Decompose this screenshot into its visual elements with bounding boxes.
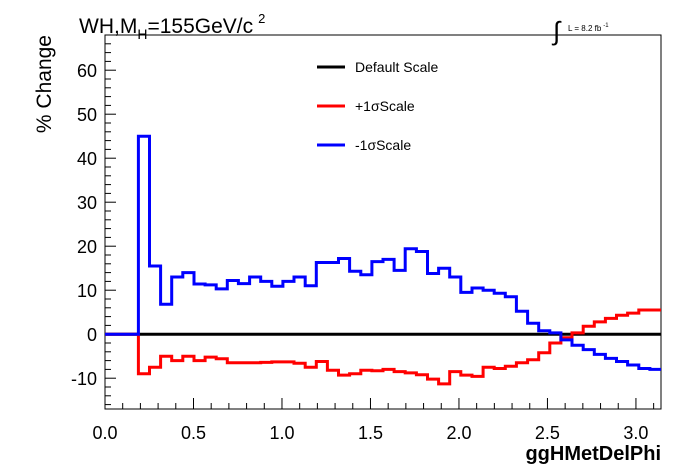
legend-label-minus1sigma: -1σScale	[355, 137, 411, 153]
x-tick-label: 3.0	[623, 423, 648, 443]
lumi-superscript: -1	[603, 23, 609, 29]
title-subscript: H	[137, 26, 147, 42]
y-tick-label: 40	[77, 149, 97, 169]
legend-entry-plus1sigma: +1σScale	[317, 98, 415, 114]
legend-entry-default: Default Scale	[317, 59, 438, 75]
y-tick-label: 30	[77, 193, 97, 213]
chart-title: WH,MH=155GeV/c 2	[79, 11, 265, 42]
legend-label-plus1sigma: +1σScale	[355, 98, 415, 114]
series-group	[105, 134, 661, 386]
x-axis-label: ggHMetDelPhi	[525, 443, 661, 465]
title-main: WH,M	[79, 15, 137, 38]
x-tick-label: 2.0	[446, 423, 471, 443]
y-axis-label: % Change	[33, 35, 56, 133]
y-axis: -10 0 10 20 30 40 50 60	[71, 34, 116, 406]
title-rest: =155GeV/c	[147, 15, 253, 38]
series-plus1sigma-scale	[105, 308, 661, 386]
plot-frame	[104, 34, 662, 410]
series-minus1sigma-scale	[105, 134, 661, 371]
y-tick-label: 10	[77, 281, 97, 301]
x-tick-label: 0.5	[181, 423, 206, 443]
lumi-text: L = 8.2 fb	[568, 24, 602, 33]
y-tick-label: 20	[77, 237, 97, 257]
legend-label-default: Default Scale	[355, 59, 438, 75]
lumi-label: L = 8.2 fb -1	[568, 23, 609, 33]
x-tick-label: 0.0	[92, 423, 117, 443]
y-tick-label: 0	[87, 325, 97, 345]
y-tick-label: -10	[71, 369, 97, 389]
title-superscript: 2	[258, 11, 265, 26]
y-tick-label: 50	[77, 105, 97, 125]
lumi-integral-symbol: ∫	[551, 16, 562, 46]
x-tick-label: 2.5	[535, 423, 560, 443]
x-tick-label: 1.5	[358, 423, 383, 443]
x-axis: 0.0 0.5 1.0 1.5 2.0 2.5 3.0	[92, 398, 655, 443]
x-tick-label: 1.0	[269, 423, 294, 443]
legend: Default Scale +1σScale -1σScale	[317, 59, 438, 153]
y-tick-label: 60	[77, 61, 97, 81]
legend-entry-minus1sigma: -1σScale	[317, 137, 411, 153]
